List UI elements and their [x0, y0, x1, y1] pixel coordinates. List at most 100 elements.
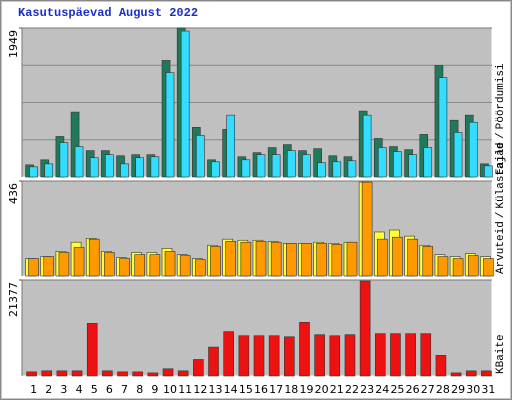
- bar: [253, 335, 265, 377]
- bar: [193, 359, 204, 377]
- bar: [120, 163, 129, 178]
- bar: [287, 150, 296, 178]
- bar: [74, 146, 84, 178]
- bar: [86, 323, 98, 377]
- bar: [481, 370, 492, 377]
- x-tick-label: 21: [330, 383, 344, 396]
- bar: [211, 161, 220, 178]
- bar: [58, 252, 70, 277]
- bar: [210, 246, 221, 277]
- bar: [26, 371, 37, 377]
- bar: [196, 135, 205, 178]
- bar: [102, 370, 113, 377]
- x-tick-label: 26: [406, 383, 420, 396]
- bar: [465, 370, 477, 377]
- bar: [468, 121, 478, 178]
- bar: [165, 72, 175, 178]
- x-tick-label: 25: [390, 383, 404, 396]
- x-tick-label: 24: [375, 383, 389, 396]
- bar: [316, 243, 327, 277]
- bar: [89, 157, 99, 178]
- bar: [150, 156, 160, 178]
- x-tick-label: 12: [193, 383, 207, 396]
- bar: [44, 163, 54, 178]
- x-tick-label: 4: [76, 383, 83, 396]
- bar: [452, 258, 464, 277]
- y-tick-label: 1949: [7, 30, 20, 58]
- x-tick-label: 31: [481, 383, 495, 396]
- y-tick-label: 436: [7, 183, 20, 204]
- bar: [225, 241, 236, 277]
- bar: [28, 258, 39, 277]
- x-tick-label: 15: [239, 383, 253, 396]
- bar: [408, 154, 417, 178]
- x-tick-label: 30: [466, 383, 480, 396]
- bar: [453, 132, 463, 178]
- x-tick-label: 11: [178, 383, 192, 396]
- bar: [149, 254, 161, 277]
- bar: [438, 77, 448, 178]
- x-tick-label: 17: [269, 383, 283, 396]
- x-tick-label: 9: [151, 383, 158, 396]
- bar: [117, 371, 128, 377]
- bar: [179, 255, 191, 277]
- x-tick-label: 16: [254, 383, 268, 396]
- bar: [268, 335, 280, 377]
- bar: [301, 243, 312, 277]
- bar: [255, 241, 267, 277]
- bar: [195, 259, 206, 277]
- x-tick-label: 19: [299, 383, 313, 396]
- x-tick-label: 23: [360, 383, 374, 396]
- bar: [164, 251, 176, 277]
- bar: [208, 346, 219, 377]
- x-tick-label: 1: [30, 383, 37, 396]
- x-tick-label: 3: [60, 383, 67, 396]
- x-tick-label: 18: [284, 383, 298, 396]
- bar: [271, 154, 281, 178]
- bar: [423, 147, 433, 178]
- bar: [226, 114, 235, 178]
- bar: [56, 370, 68, 377]
- bar: [299, 322, 310, 377]
- legend-label: Faile: [495, 142, 507, 175]
- bar: [361, 181, 373, 277]
- bar: [329, 335, 341, 377]
- x-tick-label: 7: [121, 383, 128, 396]
- bar: [256, 154, 266, 178]
- bar: [286, 243, 297, 277]
- bar: [467, 255, 479, 277]
- bar: [374, 333, 386, 377]
- bar: [484, 165, 493, 178]
- chart-title: Kasutuspäevad August 2022: [18, 6, 198, 20]
- bar: [302, 154, 311, 178]
- bar: [347, 160, 357, 178]
- bar: [43, 256, 55, 277]
- bar: [377, 147, 387, 178]
- bar: [420, 333, 432, 377]
- bar: [317, 162, 326, 178]
- bar: [132, 371, 144, 377]
- bar: [88, 238, 100, 277]
- bar: [332, 161, 342, 178]
- bar: [390, 333, 401, 377]
- x-tick-label: 5: [91, 383, 98, 396]
- bar: [105, 154, 114, 178]
- bar: [180, 30, 190, 178]
- x-tick-label: 13: [209, 383, 223, 396]
- x-tick-label: 10: [163, 383, 177, 396]
- legend-label: KBaite: [495, 334, 507, 374]
- bar: [241, 159, 251, 178]
- legend-label: Arvuteid: [495, 221, 507, 274]
- bar: [41, 370, 53, 377]
- bar: [437, 256, 449, 277]
- bar: [407, 238, 418, 277]
- bar: [314, 334, 325, 377]
- bar: [134, 254, 146, 277]
- bar: [344, 334, 356, 377]
- bar: [162, 368, 174, 377]
- bar: [177, 370, 189, 377]
- bar: [119, 258, 130, 277]
- bar: [104, 252, 115, 277]
- bar: [238, 335, 250, 377]
- bar: [147, 372, 159, 377]
